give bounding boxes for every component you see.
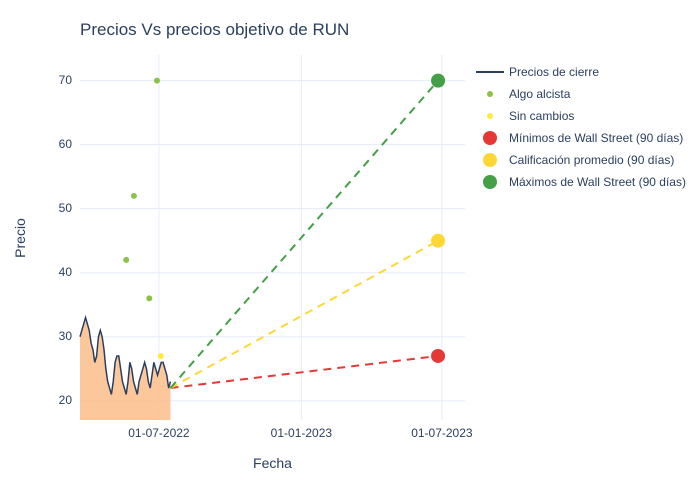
- legend-item[interactable]: Algo alcista: [475, 84, 686, 104]
- y-tick: 40: [59, 265, 72, 279]
- legend: Precios de cierre Algo alcista Sin cambios…: [475, 62, 686, 194]
- legend-item[interactable]: Máximos de Wall Street (90 días): [475, 172, 686, 192]
- chart-container: Precios Vs precios objetivo de RUN Preci…: [0, 0, 700, 500]
- y-tick: 60: [59, 137, 72, 151]
- x-tick: 01-07-2022: [128, 426, 189, 440]
- legend-item[interactable]: Mínimos de Wall Street (90 días): [475, 128, 686, 148]
- legend-swatch-line: [476, 71, 504, 73]
- legend-label: Máximos de Wall Street (90 días): [509, 175, 686, 189]
- legend-item[interactable]: Calificación promedio (90 días): [475, 150, 686, 170]
- legend-label: Algo alcista: [509, 87, 570, 101]
- x-tick: 01-07-2023: [411, 426, 472, 440]
- x-tick: 01-01-2023: [271, 426, 332, 440]
- legend-label: Mínimos de Wall Street (90 días): [509, 131, 683, 145]
- y-tick: 50: [59, 201, 72, 215]
- legend-swatch-bigdot: [483, 131, 497, 145]
- legend-label: Calificación promedio (90 días): [509, 153, 674, 167]
- legend-label: Precios de cierre: [509, 65, 599, 79]
- legend-swatch-bigdot: [483, 153, 497, 167]
- y-tick: 20: [59, 393, 72, 407]
- legend-swatch-dot: [487, 91, 493, 97]
- y-tick: 30: [59, 329, 72, 343]
- legend-item[interactable]: Sin cambios: [475, 106, 686, 126]
- legend-label: Sin cambios: [509, 109, 574, 123]
- legend-swatch-bigdot: [483, 175, 497, 189]
- legend-swatch-dot: [487, 113, 493, 119]
- legend-item[interactable]: Precios de cierre: [475, 62, 686, 82]
- y-tick: 70: [59, 73, 72, 87]
